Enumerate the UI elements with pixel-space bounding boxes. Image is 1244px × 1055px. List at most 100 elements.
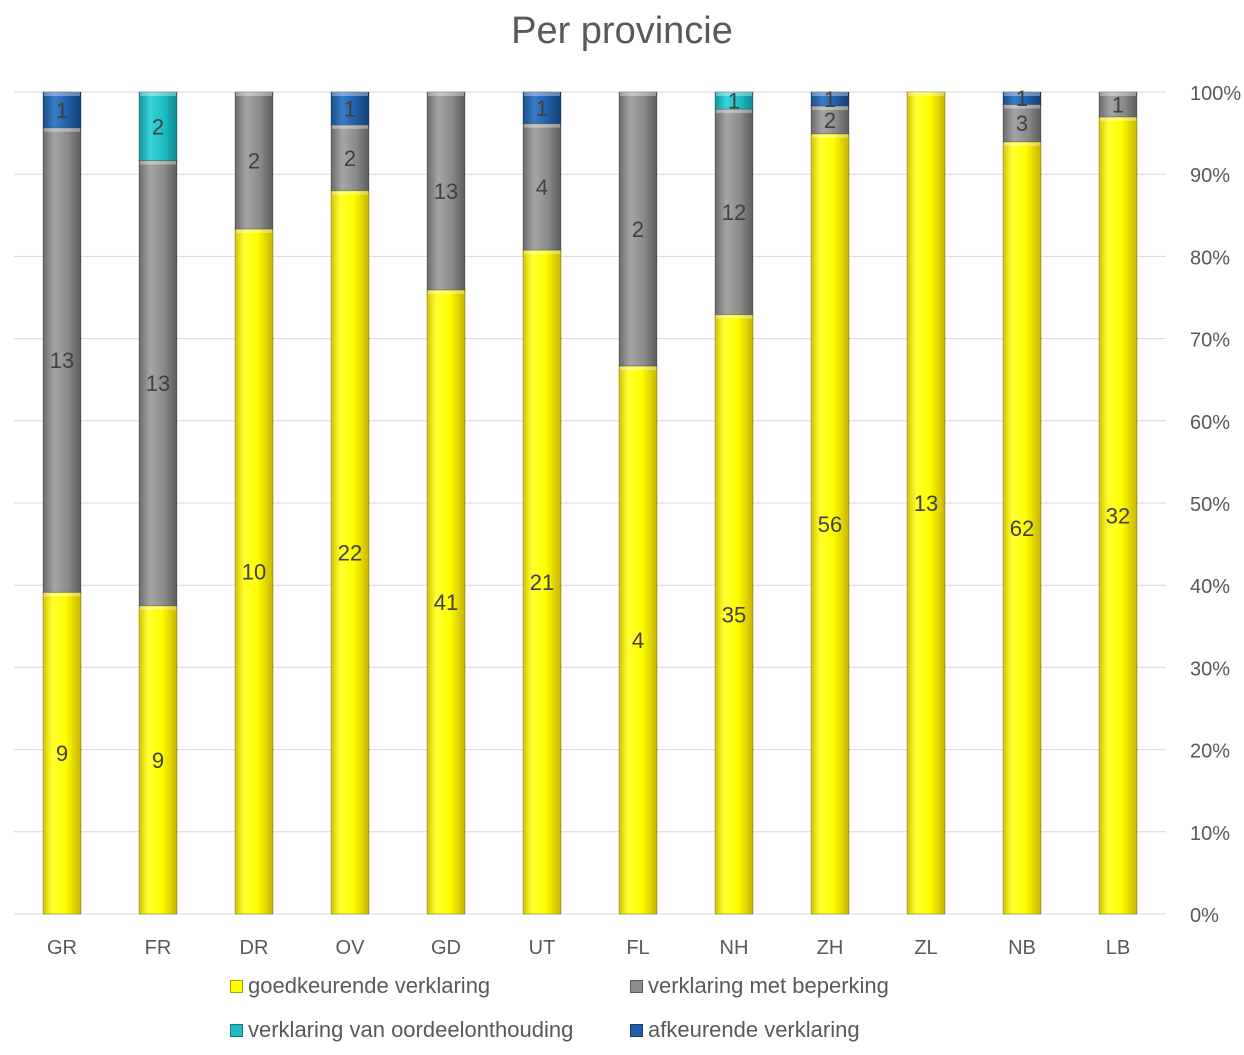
legend-item: afkeurende verklaring: [630, 1017, 860, 1043]
x-tick-label: LB: [1106, 937, 1130, 959]
data-label: 10: [242, 560, 266, 585]
bar-segment: [42, 127, 82, 593]
bar-segment-highlight: [140, 605, 176, 610]
bar-segment: [42, 591, 82, 915]
bar-segment: [906, 91, 946, 915]
data-label: 2: [248, 149, 260, 174]
bar-segment: [1002, 141, 1042, 915]
bar-segment-highlight: [1100, 116, 1136, 121]
bar-segment-highlight: [620, 366, 656, 370]
bar-segment: [426, 91, 466, 291]
bar-segment: [522, 123, 562, 251]
bar-segment: [618, 91, 658, 367]
x-tick-label: GR: [47, 937, 77, 959]
data-label: 9: [152, 748, 164, 773]
legend-item: verklaring met beperking: [630, 973, 889, 999]
legend-label: verklaring met beperking: [648, 973, 889, 998]
data-label: 4: [536, 175, 548, 200]
bar-segment-highlight: [1100, 92, 1136, 96]
legend-item: goedkeurende verklaring: [230, 973, 490, 999]
x-tick-label: UT: [529, 937, 556, 959]
data-label: 13: [146, 371, 170, 396]
bar-segment-highlight: [44, 92, 80, 96]
bar-segment-highlight: [716, 109, 752, 114]
bar-segment: [522, 249, 562, 915]
data-label: 13: [50, 348, 74, 373]
bar-segment-highlight: [524, 250, 560, 255]
bar-segment: [1002, 103, 1042, 143]
data-label: 2: [152, 114, 164, 139]
y-tick-label: 10%: [1190, 823, 1230, 845]
data-label: 1: [728, 89, 740, 114]
data-label: 21: [530, 570, 554, 595]
data-label: 1: [1112, 92, 1124, 117]
y-tick-label: 50%: [1190, 494, 1230, 516]
bar-segment-highlight: [44, 127, 80, 132]
legend-swatch: [230, 979, 243, 993]
bar-segment-highlight: [428, 289, 464, 294]
bar-segment-highlight: [1004, 104, 1040, 109]
legend-label: verklaring van oordeelonthouding: [248, 1017, 574, 1042]
data-label: 56: [818, 512, 842, 537]
data-label: 12: [722, 200, 746, 225]
y-tick-label: 0%: [1190, 905, 1219, 927]
data-label: 1: [56, 98, 68, 123]
bar-segment-highlight: [812, 133, 848, 138]
y-tick-label: 40%: [1190, 576, 1230, 598]
y-tick-label: 100%: [1190, 83, 1241, 105]
bar-segment-highlight: [1004, 92, 1040, 96]
data-label: 1: [536, 96, 548, 121]
data-label: 2: [344, 146, 356, 171]
y-tick-label: 20%: [1190, 741, 1230, 763]
data-label: 41: [434, 590, 458, 615]
chart-plot: 9131913210222214113214142351215621136231…: [14, 83, 1241, 959]
bar-segment-highlight: [236, 92, 272, 96]
bar-segment: [138, 605, 178, 915]
data-label: 9: [56, 741, 68, 766]
bar-segment-highlight: [812, 105, 848, 110]
data-label: 62: [1010, 516, 1034, 541]
bar-segment-highlight: [428, 92, 464, 96]
legend-swatch: [230, 1023, 243, 1037]
x-tick-label: NB: [1008, 937, 1036, 959]
data-label: 3: [1016, 111, 1028, 136]
x-tick-label: DR: [240, 937, 269, 959]
y-tick-label: 80%: [1190, 247, 1230, 269]
x-tick-label: GD: [431, 937, 461, 959]
bar-segment: [138, 160, 178, 607]
x-tick-label: NH: [720, 937, 749, 959]
bar-segment: [810, 91, 850, 107]
bar-segment-highlight: [524, 123, 560, 128]
x-tick-label: FR: [145, 937, 172, 959]
x-tick-label: ZL: [914, 937, 937, 959]
bar-segment: [138, 91, 178, 161]
bar-segment-highlight: [140, 92, 176, 96]
data-label: 2: [824, 108, 836, 133]
x-tick-label: OV: [336, 937, 366, 959]
bar-segment-highlight: [44, 592, 80, 597]
data-label: 2: [632, 217, 644, 242]
bar-segment: [810, 105, 850, 135]
bar-segment-highlight: [716, 92, 752, 96]
bar-segment: [426, 289, 466, 915]
y-tick-label: 30%: [1190, 658, 1230, 680]
bar-segment-highlight: [236, 229, 272, 233]
bar-segment: [714, 91, 754, 110]
bar-segment: [1002, 91, 1042, 105]
bar-segment-highlight: [332, 124, 368, 129]
bar-segment-highlight: [716, 314, 752, 319]
data-label: 35: [722, 602, 746, 627]
bar-segment-highlight: [620, 92, 656, 96]
bar-segment: [714, 314, 754, 915]
bar-segment: [1098, 91, 1138, 118]
bar-segment: [330, 91, 370, 126]
data-label: 4: [632, 628, 644, 653]
bar-segment-highlight: [332, 190, 368, 195]
bar-segment: [330, 190, 370, 915]
data-label: 13: [434, 179, 458, 204]
legend-label: goedkeurende verklaring: [248, 973, 491, 998]
bar-segment: [234, 228, 274, 915]
bar-segment-highlight: [524, 92, 560, 96]
bar-segment: [330, 124, 370, 192]
data-label: 1: [824, 87, 836, 112]
